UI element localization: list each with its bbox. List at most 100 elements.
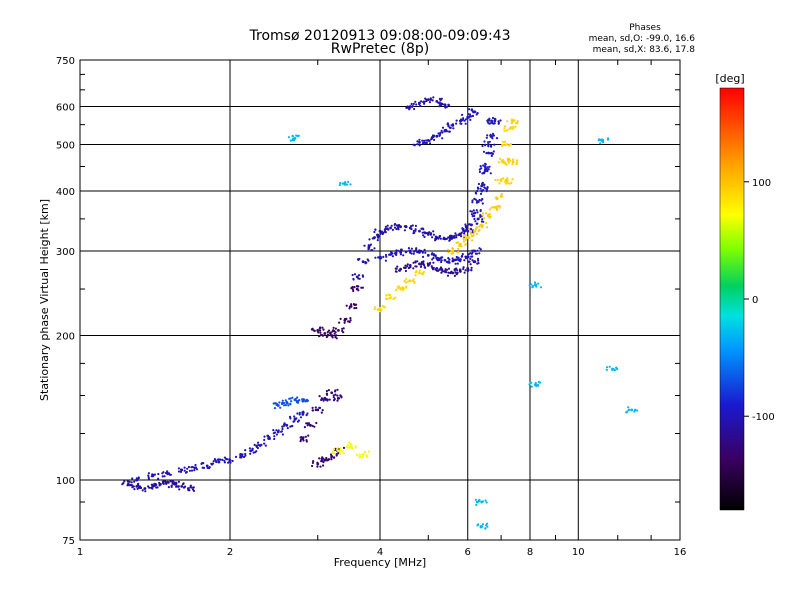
- data-point-texture: [495, 137, 499, 140]
- data-point-texture: [273, 431, 277, 434]
- data-point-texture: [319, 331, 322, 334]
- data-point-texture: [484, 527, 487, 530]
- data-point-texture: [415, 265, 418, 268]
- data-point-texture: [468, 228, 471, 231]
- data-point-texture: [400, 248, 403, 251]
- data-point-texture: [394, 296, 397, 299]
- data-point-texture: [482, 189, 485, 192]
- data-point-texture: [539, 286, 543, 289]
- data-point-texture: [305, 414, 308, 417]
- data-point-texture: [469, 227, 472, 230]
- data-point-texture: [455, 255, 458, 259]
- data-point-texture: [476, 218, 479, 221]
- chart-title: Tromsø 20120913 09:08:00-09:09:43: [249, 28, 511, 44]
- data-point-texture: [454, 271, 457, 274]
- data-point-texture: [471, 114, 475, 117]
- data-point-texture: [378, 255, 381, 258]
- data-point-texture: [454, 268, 457, 271]
- data-point: [483, 169, 487, 173]
- data-point-texture: [468, 108, 471, 111]
- data-point-texture: [503, 140, 506, 143]
- data-point-texture: [384, 259, 387, 262]
- data-point-texture: [174, 482, 177, 485]
- data-point-texture: [358, 453, 361, 456]
- data-point-texture: [421, 272, 424, 275]
- data-point-texture: [321, 334, 325, 337]
- data-point-texture: [334, 389, 337, 392]
- data-point-texture: [347, 180, 350, 183]
- data-point-texture: [530, 385, 533, 388]
- data-point-texture: [450, 270, 453, 273]
- data-point-texture: [435, 134, 439, 137]
- data-point-texture: [466, 116, 470, 119]
- data-point-texture: [383, 228, 386, 232]
- data-point-texture: [492, 134, 495, 137]
- data-point-texture: [349, 317, 352, 320]
- data-point-texture: [349, 183, 352, 186]
- data-point-texture: [275, 433, 278, 436]
- data-point-texture: [477, 187, 480, 190]
- data-point-texture: [438, 97, 441, 100]
- x-tick-label: 6: [465, 547, 471, 558]
- data-point-texture: [167, 481, 170, 484]
- data-point-texture: [293, 415, 296, 418]
- data-point-texture: [453, 234, 456, 238]
- data-point-texture: [282, 401, 286, 405]
- data-point-texture: [434, 238, 438, 241]
- data-point-texture: [357, 285, 360, 288]
- data-point-texture: [447, 251, 450, 254]
- data-point-texture: [357, 289, 360, 292]
- data-point-texture: [418, 138, 421, 141]
- data-point-texture: [498, 157, 502, 160]
- data-point-texture: [318, 395, 321, 398]
- data-point-texture: [305, 439, 308, 442]
- data-point-texture: [628, 408, 631, 411]
- data-point-texture: [332, 456, 335, 459]
- data-point-texture: [439, 237, 442, 240]
- data-point-texture: [388, 253, 391, 256]
- data-point-texture: [425, 139, 428, 142]
- data-point-texture: [457, 250, 460, 254]
- data-point-texture: [206, 466, 209, 469]
- data-point: [285, 423, 289, 427]
- data-point-texture: [244, 454, 247, 457]
- data-point-texture: [477, 523, 480, 526]
- data-point: [316, 328, 320, 332]
- data-point-texture: [468, 236, 471, 239]
- data-point-texture: [473, 217, 476, 221]
- data-point-texture: [373, 308, 376, 311]
- data-point-texture: [326, 334, 329, 338]
- data-point-texture: [126, 484, 129, 487]
- data-point-texture: [480, 199, 483, 202]
- data-point-texture: [475, 201, 478, 204]
- data-point-texture: [194, 463, 197, 467]
- data-point-texture: [417, 251, 420, 254]
- data-point-texture: [361, 456, 364, 459]
- data-point-texture: [432, 256, 435, 260]
- data-point-texture: [188, 469, 191, 472]
- data-point-texture: [337, 397, 341, 400]
- data-point-texture: [295, 399, 298, 403]
- data-point-texture: [473, 229, 476, 233]
- data-point-texture: [599, 142, 602, 145]
- data-point-texture: [339, 317, 342, 320]
- data-point: [389, 226, 392, 230]
- data-point-texture: [449, 236, 453, 239]
- data-point-texture: [336, 394, 339, 397]
- data-point-texture: [278, 401, 281, 404]
- data-point-texture: [373, 230, 376, 234]
- data-point-texture: [455, 122, 458, 125]
- x-tick-label: 2: [227, 547, 233, 558]
- data-point-texture: [167, 486, 170, 489]
- data-point-texture: [414, 100, 417, 103]
- data-point-texture: [423, 235, 426, 238]
- colorbar-ticks: 100 0 -100: [744, 178, 775, 423]
- data-point-texture: [305, 422, 308, 425]
- data-point-texture: [490, 154, 493, 157]
- data-point-texture: [437, 237, 440, 240]
- data-point-texture: [531, 285, 535, 288]
- data-point: [408, 105, 412, 108]
- data-point-texture: [260, 443, 263, 446]
- data-point-texture: [367, 450, 371, 453]
